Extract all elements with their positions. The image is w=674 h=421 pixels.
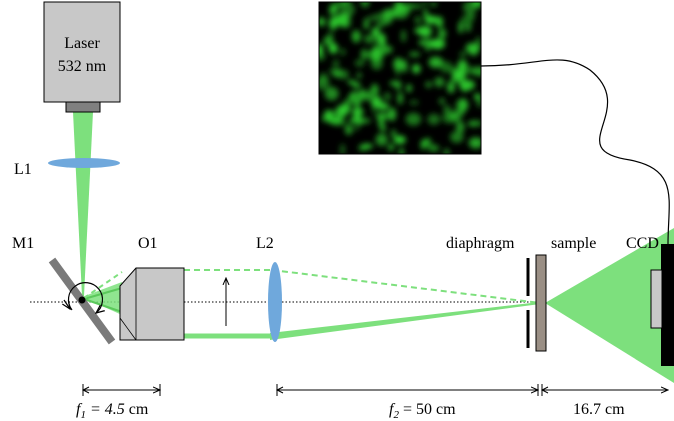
ccd-window bbox=[650, 269, 663, 329]
mirror-pivot bbox=[78, 296, 86, 304]
label-diaphragm: diaphragm bbox=[446, 235, 515, 252]
ccd-sensor bbox=[661, 244, 674, 366]
laser-label-line2: 532 nm bbox=[58, 58, 107, 75]
dim-d3-label: 16.7 cm bbox=[573, 401, 625, 418]
speckle-cone bbox=[545, 228, 674, 383]
dim-f2-label: f2 = 50 cm bbox=[389, 401, 456, 421]
vertical-beam bbox=[73, 112, 93, 296]
dashed-beam-2 bbox=[271, 269, 541, 304]
laser-label-line1: Laser bbox=[64, 35, 100, 52]
label-ccd: CCD bbox=[626, 235, 659, 252]
rotation-arrow-icon bbox=[67, 282, 102, 313]
label-l2: L2 bbox=[256, 235, 274, 252]
label-l1: L1 bbox=[14, 161, 32, 178]
ccd-cable bbox=[480, 59, 670, 245]
diaphragm-plate bbox=[535, 254, 547, 352]
label-o1: O1 bbox=[138, 235, 158, 252]
speckle-image bbox=[319, 2, 481, 154]
lens-l2 bbox=[268, 262, 282, 342]
laser-housing bbox=[43, 1, 121, 103]
label-m1: M1 bbox=[12, 235, 34, 252]
label-sample: sample bbox=[551, 235, 596, 252]
dim-f1-label: f1 = 4.5 cm bbox=[76, 401, 149, 421]
lens-l1 bbox=[48, 158, 120, 168]
converging-beam bbox=[270, 302, 540, 340]
laser-aperture bbox=[65, 101, 101, 113]
objective-o1 bbox=[119, 267, 185, 341]
